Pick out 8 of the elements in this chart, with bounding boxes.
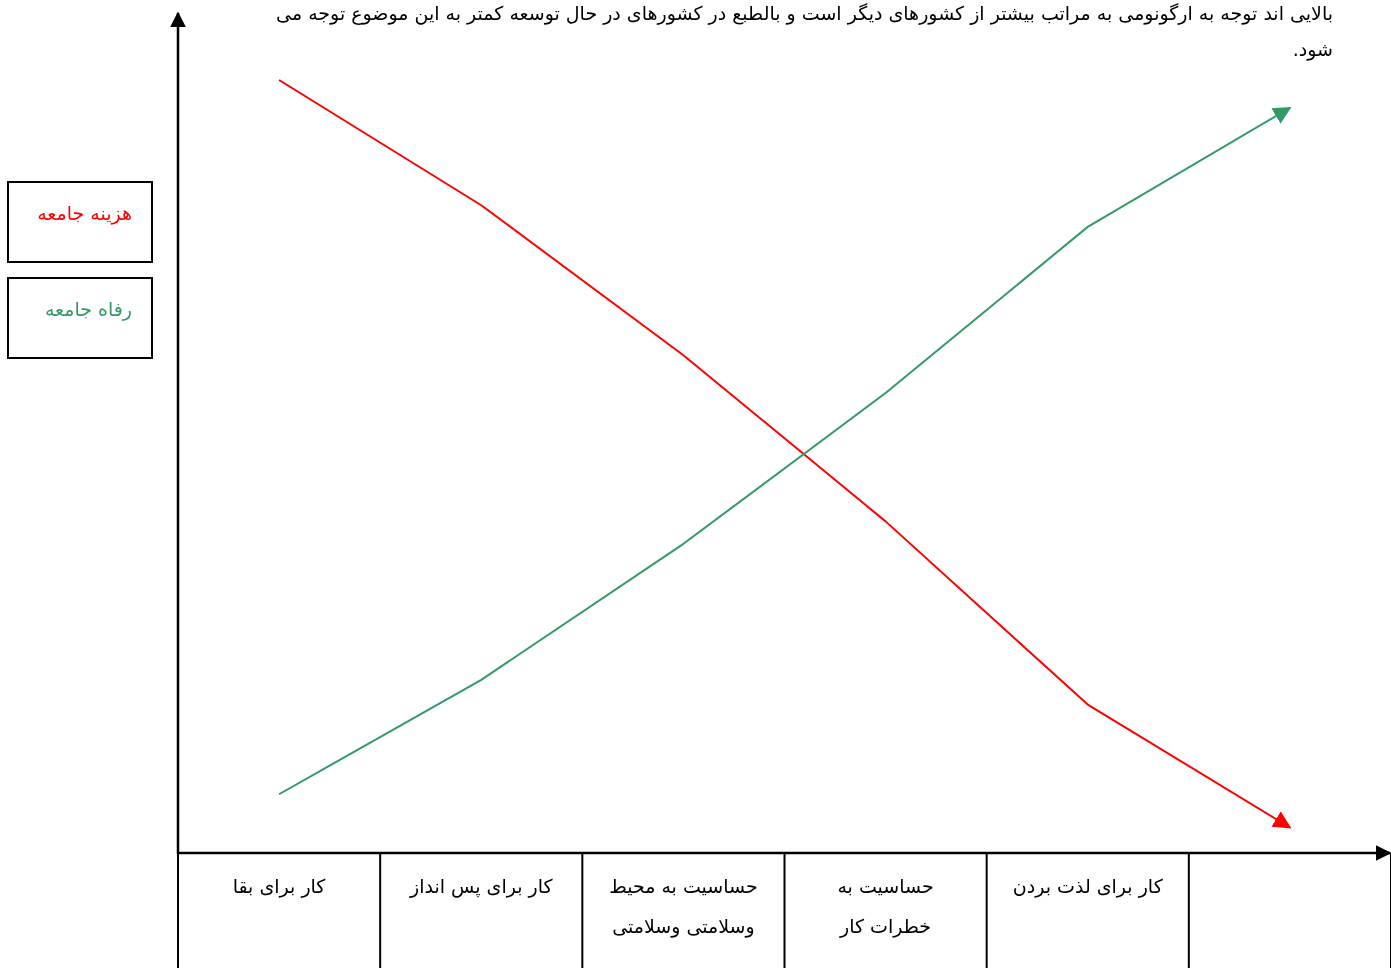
x-tick-label: حساسیت به خطرات کار bbox=[837, 875, 934, 938]
x-tick-label: کار برای بقا bbox=[232, 875, 327, 898]
x-tick-label: کار برای پس انداز bbox=[408, 875, 554, 898]
x-tick-label: حساسیت به محیط وسلامتی وسلامتی bbox=[609, 875, 758, 938]
text: هزینه جامعه bbox=[37, 202, 132, 225]
text: رفاه جامعه bbox=[44, 298, 132, 321]
text: بالایی اند توجه به ارگونومی به مراتب بیشتر از کشورهای دیگر است و بالطبع در کشورهای در حال توسعه کمتر به این موضوع توجه می شود. bbox=[276, 2, 1333, 61]
x-tick-label: کار برای لذت بردن bbox=[1012, 875, 1164, 898]
